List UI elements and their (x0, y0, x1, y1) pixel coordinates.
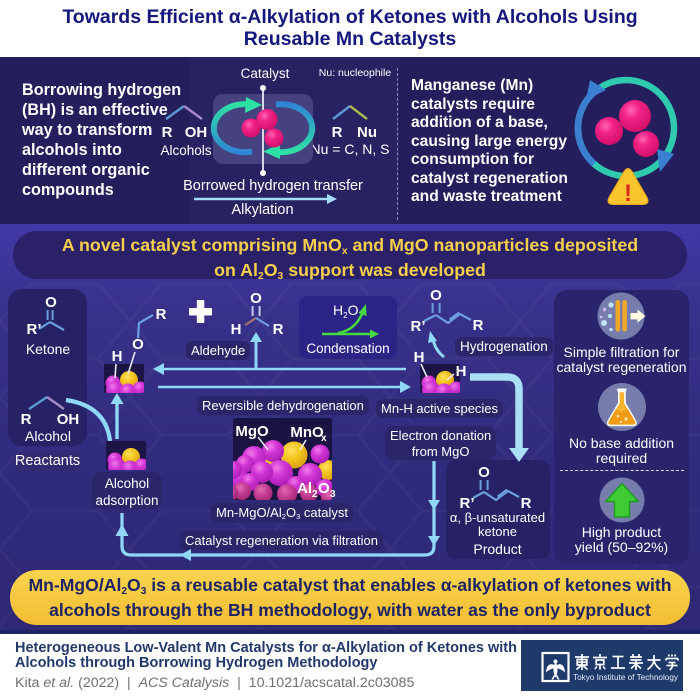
svg-text:OH: OH (57, 411, 80, 428)
svg-text:O: O (478, 464, 490, 481)
svg-text:MnO: MnO (290, 424, 324, 441)
svg-text:R’: R’ (460, 495, 475, 512)
svg-text:O: O (45, 294, 57, 311)
svg-text:H: H (414, 349, 425, 366)
svg-text:R’: R’ (27, 321, 42, 338)
svg-text:O: O (250, 290, 262, 307)
svg-text:x: x (321, 433, 327, 444)
svg-text:H: H (112, 348, 123, 365)
svg-text:R: R (332, 124, 343, 141)
svg-text:Tokyo Institute of Technology: Tokyo Institute of Technology (573, 673, 679, 682)
svg-text:R’: R’ (411, 318, 426, 335)
svg-text:2: 2 (312, 489, 318, 500)
svg-text:R: R (521, 495, 532, 512)
svg-text:R: R (273, 321, 284, 338)
svg-text:3: 3 (330, 489, 336, 500)
svg-text:Al: Al (297, 480, 312, 497)
svg-text:R: R (162, 124, 173, 141)
svg-text:R: R (473, 317, 484, 334)
svg-text:MgO: MgO (235, 423, 269, 440)
svg-text:Nu: Nu (357, 124, 377, 141)
svg-text:H: H (231, 321, 242, 338)
svg-text:R: R (21, 411, 32, 428)
svg-text:O: O (430, 287, 442, 304)
svg-text:O: O (132, 336, 144, 353)
svg-text:R: R (156, 306, 167, 323)
svg-text:OH: OH (185, 124, 208, 141)
svg-text:H: H (456, 363, 467, 380)
svg-text:!: ! (624, 180, 632, 207)
svg-text:O: O (318, 480, 330, 497)
